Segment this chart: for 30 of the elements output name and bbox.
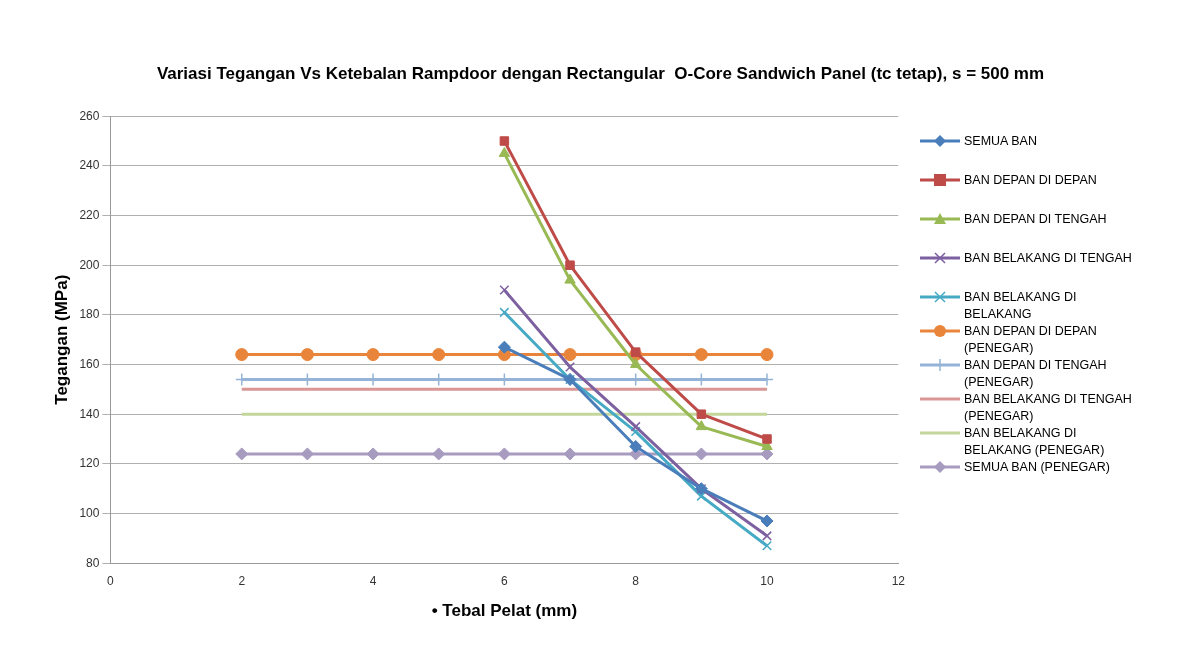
legend-label: BAN BELAKANG DI TENGAH [964, 250, 1133, 267]
x-tick-label: 4 [369, 573, 377, 588]
x-tick-label: 2 [238, 573, 246, 588]
x-tick-label: 8 [632, 573, 640, 588]
x-axis-title: • Tebal Pelat (mm) [431, 601, 578, 621]
x-tick-label: 12 [891, 573, 906, 588]
legend-label: BAN DEPAN DI TENGAH [964, 211, 1108, 228]
legend-label: BAN DEPAN DI DEPAN [964, 172, 1098, 189]
chart-title: Variasi Tegangan Vs Ketebalan Rampdoor dengan Rectangular O-Core Sandwich Panel (tc tetap), s = 500 mm [155, 64, 1046, 84]
y-tick-label: 220 [79, 207, 100, 222]
x-tick-label: 0 [107, 573, 115, 588]
y-tick-label: 100 [79, 505, 100, 520]
y-tick-label: 260 [79, 108, 100, 123]
legend-label: SEMUA BAN (PENEGAR) [964, 459, 1111, 476]
x-tick-label: 10 [760, 573, 774, 588]
y-tick-label: 140 [79, 406, 100, 421]
x-tick-label: 6 [501, 573, 509, 588]
y-axis-title: Tegangan (MPa) [51, 274, 71, 405]
legend-label: BAN BELAKANG DI TENGAH (PENEGAR) [964, 391, 1133, 425]
legend-label: BAN DEPAN DI TENGAH (PENEGAR) [964, 357, 1108, 391]
y-tick-label: 200 [79, 257, 100, 272]
legend-label: BAN BELAKANG DI BELAKANG [964, 289, 1078, 323]
legend-label: BAN DEPAN DI DEPAN (PENEGAR) [964, 323, 1098, 357]
y-tick-label: 80 [86, 555, 100, 570]
y-tick-label: 120 [79, 456, 100, 471]
y-tick-label: 180 [79, 307, 100, 322]
legend-label: SEMUA BAN [964, 133, 1038, 150]
legend-label: BAN BELAKANG DI BELAKANG (PENEGAR) [964, 425, 1106, 459]
y-tick-label: 160 [79, 356, 100, 371]
y-tick-label: 240 [79, 158, 100, 173]
